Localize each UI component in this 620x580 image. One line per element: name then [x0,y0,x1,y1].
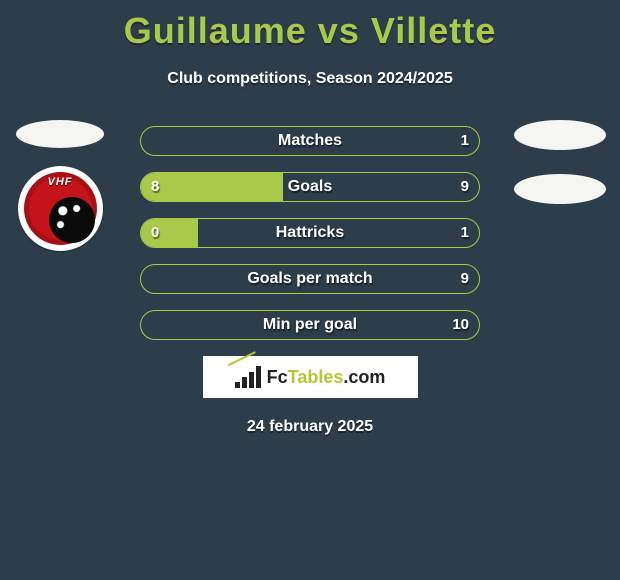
stat-row: 0Hattricks1 [140,218,480,248]
stat-label: Min per goal [141,311,479,339]
site-logo: FcTables.com [203,356,418,398]
stat-row: Matches1 [140,126,480,156]
stat-right-value: 9 [461,265,469,293]
stat-label: Goals [141,173,479,201]
stat-row: Goals per match9 [140,264,480,294]
stat-row: Min per goal10 [140,310,480,340]
page-subtitle: Club competitions, Season 2024/2025 [0,70,620,88]
bar-chart-icon [235,366,261,388]
stat-right-value: 10 [452,311,469,339]
stat-label: Matches [141,127,479,155]
stat-row: 8Goals9 [140,172,480,202]
stat-right-value: 9 [461,173,469,201]
stat-right-value: 1 [461,219,469,247]
site-name: FcTables.com [267,367,386,388]
page-title: Guillaume vs Villette [0,0,620,52]
stat-right-value: 1 [461,127,469,155]
comparison-chart: Matches18Goals90Hattricks1Goals per matc… [0,126,620,340]
site-name-part2: Tables [288,367,344,387]
footer-date: 24 february 2025 [0,418,620,436]
stat-label: Hattricks [141,219,479,247]
stat-label: Goals per match [141,265,479,293]
site-name-part3: .com [343,367,385,387]
site-name-part1: Fc [267,367,288,387]
